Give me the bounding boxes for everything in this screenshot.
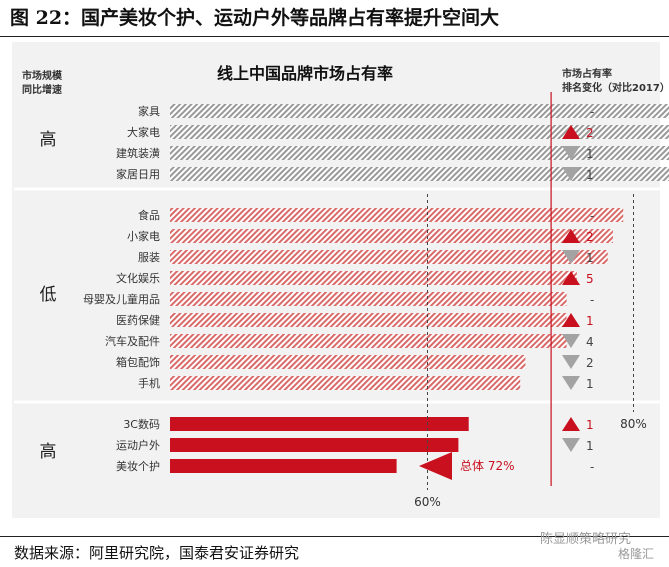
category-label: 医药保健 <box>116 313 160 327</box>
rank-up-arrow <box>562 125 580 139</box>
watermark-text: 陈显顺策略研究 <box>540 532 632 547</box>
reference-label: 60% <box>414 495 441 509</box>
group-label: 低 <box>40 285 57 305</box>
bar <box>170 438 459 452</box>
bar <box>170 459 397 473</box>
bar <box>170 355 526 369</box>
rank-down-arrow <box>562 376 580 390</box>
bar <box>170 334 567 348</box>
rank-change-value: 5 <box>586 272 594 286</box>
source-note: 数据来源：阿里研究院，国泰君安证券研究 <box>14 544 300 562</box>
rank-down-arrow <box>562 250 580 264</box>
total-marker <box>419 452 452 480</box>
category-label: 家居日用 <box>116 167 160 181</box>
watermark-logo: 格隆汇 <box>618 547 655 561</box>
category-label: 母婴及儿童用品 <box>83 292 160 306</box>
bar <box>170 167 669 181</box>
bar <box>170 146 669 160</box>
category-label: 家具 <box>138 104 160 118</box>
category-label: 运动户外 <box>116 438 160 452</box>
category-label: 服装 <box>138 251 160 264</box>
title-rule <box>0 36 669 37</box>
category-label: 小家电 <box>127 229 160 243</box>
rank-down-arrow <box>562 167 580 181</box>
rank-change-value: - <box>590 105 594 119</box>
category-label: 3C数码 <box>123 418 160 431</box>
bar <box>170 313 567 327</box>
rank-change-value: 2 <box>586 230 594 244</box>
bar <box>170 208 624 222</box>
rank-down-arrow <box>562 146 580 160</box>
rank-up-arrow <box>562 417 580 431</box>
category-label: 箱包配饰 <box>116 355 160 369</box>
category-label: 食品 <box>138 208 160 222</box>
bar <box>170 104 669 118</box>
rank-change-value: 2 <box>586 126 594 140</box>
bar <box>170 250 608 264</box>
category-label: 大家电 <box>127 125 160 139</box>
rank-change-value: - <box>590 460 594 474</box>
rank-down-arrow <box>562 438 580 452</box>
reference-label: 80% <box>620 417 647 431</box>
group-label: 高 <box>40 130 57 150</box>
rank-down-arrow <box>562 334 580 348</box>
chart-title: 线上中国品牌市场占有率 <box>217 64 393 83</box>
bar <box>170 417 469 431</box>
category-label: 美妆个护 <box>116 459 160 473</box>
rank-up-arrow <box>562 313 580 327</box>
rank-change-value: 1 <box>586 418 594 432</box>
bar <box>170 376 521 390</box>
rank-down-arrow <box>562 355 580 369</box>
rank-change-value: 1 <box>586 168 594 182</box>
rank-change-value: - <box>590 209 594 223</box>
category-label: 汽车及配件 <box>105 334 160 348</box>
bar <box>170 125 669 139</box>
left-header: 市场规模同比增速 <box>22 69 63 96</box>
rank-up-arrow <box>562 271 580 285</box>
rank-change-value: 2 <box>586 356 594 370</box>
source-rule <box>0 536 669 537</box>
figure-title: 图 22：国产美妆个护、运动户外等品牌占有率提升空间大 <box>10 7 500 29</box>
total-label: 总体 72% <box>460 459 515 473</box>
bar <box>170 229 613 243</box>
right-header: 市场占有率排名变化（对比2017） <box>562 67 669 94</box>
category-label: 文化娱乐 <box>116 271 160 285</box>
rank-change-value: 4 <box>586 335 594 349</box>
category-label: 手机 <box>138 376 160 390</box>
bar <box>170 271 577 285</box>
bar <box>170 292 567 306</box>
rank-up-arrow <box>562 229 580 243</box>
rank-change-value: - <box>590 293 594 307</box>
group-label: 高 <box>40 442 57 462</box>
rank-change-value: 1 <box>586 251 594 265</box>
rank-change-value: 1 <box>586 147 594 161</box>
rank-change-value: 1 <box>586 314 594 328</box>
rank-change-value: 1 <box>586 377 594 391</box>
rank-change-value: 1 <box>586 439 594 453</box>
category-label: 建筑装潢 <box>116 146 160 160</box>
